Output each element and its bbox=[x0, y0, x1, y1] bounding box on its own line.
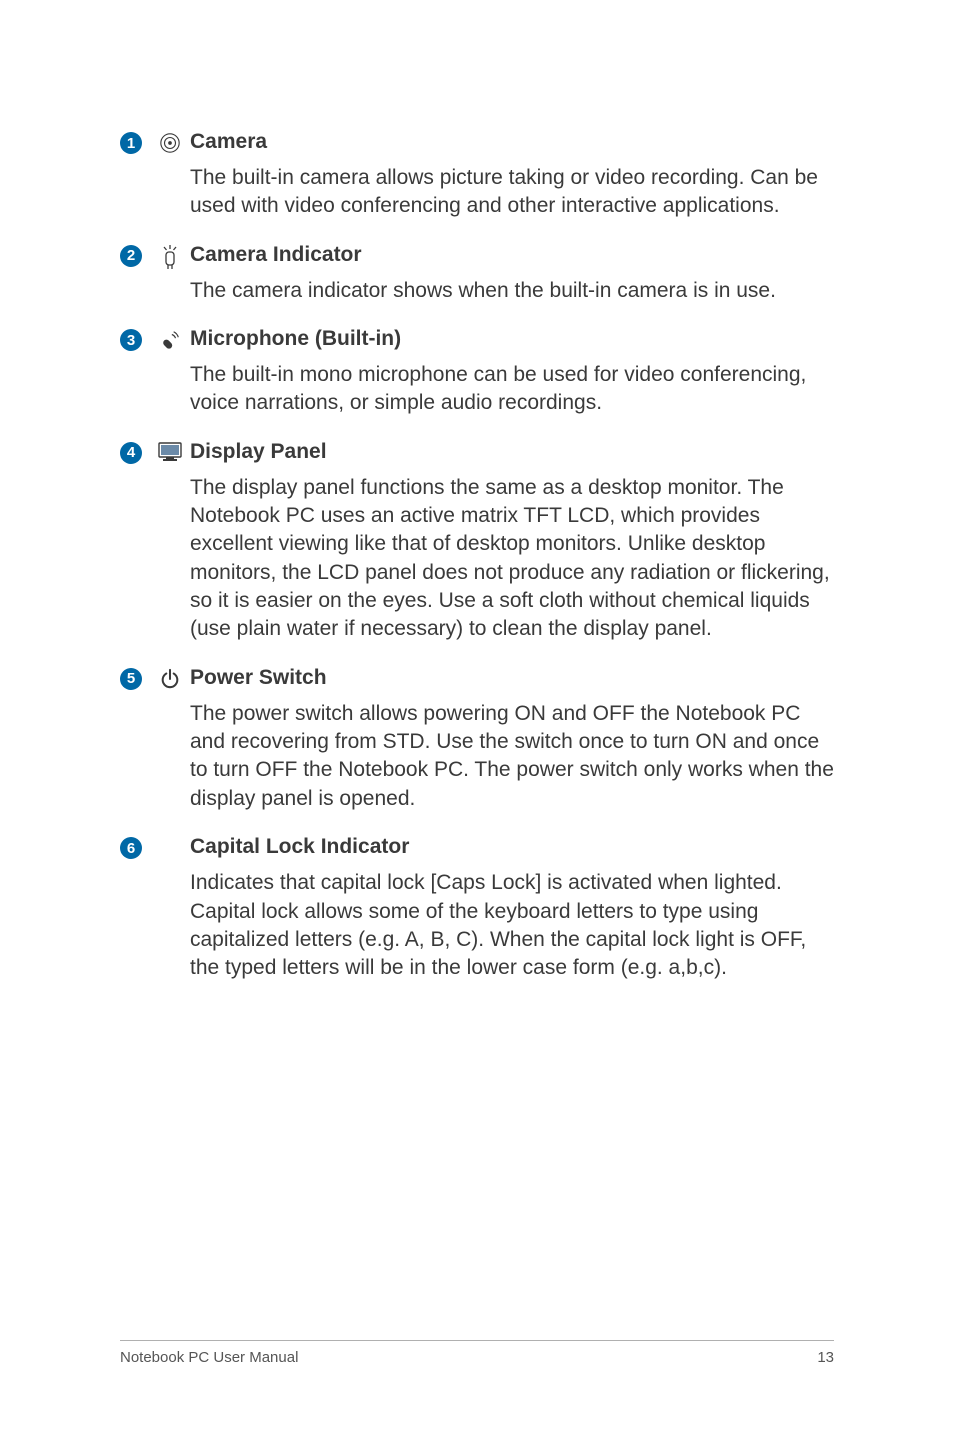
camera-icon bbox=[159, 132, 181, 235]
item-description: The built-in camera allows picture takin… bbox=[190, 164, 834, 221]
item-title: Camera Indicator bbox=[190, 243, 834, 267]
item-description: Indicates that capital lock [Caps Lock] … bbox=[190, 869, 834, 982]
marker-column: 4 bbox=[120, 440, 150, 658]
camera-indicator-icon bbox=[161, 245, 179, 319]
item-title: Camera bbox=[190, 130, 834, 154]
feature-item: 2 Camera Indicator The camera indicator … bbox=[120, 243, 834, 319]
feature-item: 1 Camera The built-in camera allows pict… bbox=[120, 130, 834, 235]
text-column: Display Panel The display panel function… bbox=[190, 440, 834, 658]
page-footer: Notebook PC User Manual 13 bbox=[120, 1340, 834, 1366]
marker-column: 3 bbox=[120, 327, 150, 432]
icon-column bbox=[150, 666, 190, 827]
item-description: The display panel functions the same as … bbox=[190, 474, 834, 644]
page-number: 13 bbox=[817, 1349, 834, 1366]
item-number-badge: 5 bbox=[120, 668, 142, 690]
icon-column bbox=[150, 130, 190, 235]
feature-item: 3 Microphone (Built-in) The built-in mon… bbox=[120, 327, 834, 432]
item-number-badge: 4 bbox=[120, 442, 142, 464]
item-title: Microphone (Built-in) bbox=[190, 327, 834, 351]
power-icon bbox=[159, 668, 181, 827]
marker-column: 6 bbox=[120, 835, 150, 996]
item-title: Power Switch bbox=[190, 666, 834, 690]
marker-column: 5 bbox=[120, 666, 150, 827]
text-column: Power Switch The power switch allows pow… bbox=[190, 666, 834, 827]
microphone-icon bbox=[159, 329, 181, 432]
icon-column bbox=[150, 440, 190, 658]
footer-left-text: Notebook PC User Manual bbox=[120, 1349, 298, 1366]
item-number-badge: 1 bbox=[120, 132, 142, 154]
icon-column bbox=[150, 243, 190, 319]
text-column: Capital Lock Indicator Indicates that ca… bbox=[190, 835, 834, 996]
item-number-badge: 6 bbox=[120, 837, 142, 859]
feature-item: 4 Display Panel The display panel functi… bbox=[120, 440, 834, 658]
text-column: Microphone (Built-in) The built-in mono … bbox=[190, 327, 834, 432]
item-description: The power switch allows powering ON and … bbox=[190, 700, 834, 813]
feature-item: 5 Power Switch The power switch allows p… bbox=[120, 666, 834, 827]
feature-item: 6 Capital Lock Indicator Indicates that … bbox=[120, 835, 834, 996]
item-title: Display Panel bbox=[190, 440, 834, 464]
marker-column: 1 bbox=[120, 130, 150, 235]
icon-column bbox=[150, 835, 190, 996]
text-column: Camera Indicator The camera indicator sh… bbox=[190, 243, 834, 319]
content-area: 1 Camera The built-in camera allows pict… bbox=[0, 0, 954, 997]
marker-column: 2 bbox=[120, 243, 150, 319]
item-title: Capital Lock Indicator bbox=[190, 835, 834, 859]
item-description: The built-in mono microphone can be used… bbox=[190, 361, 834, 418]
icon-column bbox=[150, 327, 190, 432]
text-column: Camera The built-in camera allows pictur… bbox=[190, 130, 834, 235]
item-number-badge: 2 bbox=[120, 245, 142, 267]
item-description: The camera indicator shows when the buil… bbox=[190, 277, 834, 305]
display-icon bbox=[158, 442, 182, 658]
item-number-badge: 3 bbox=[120, 329, 142, 351]
